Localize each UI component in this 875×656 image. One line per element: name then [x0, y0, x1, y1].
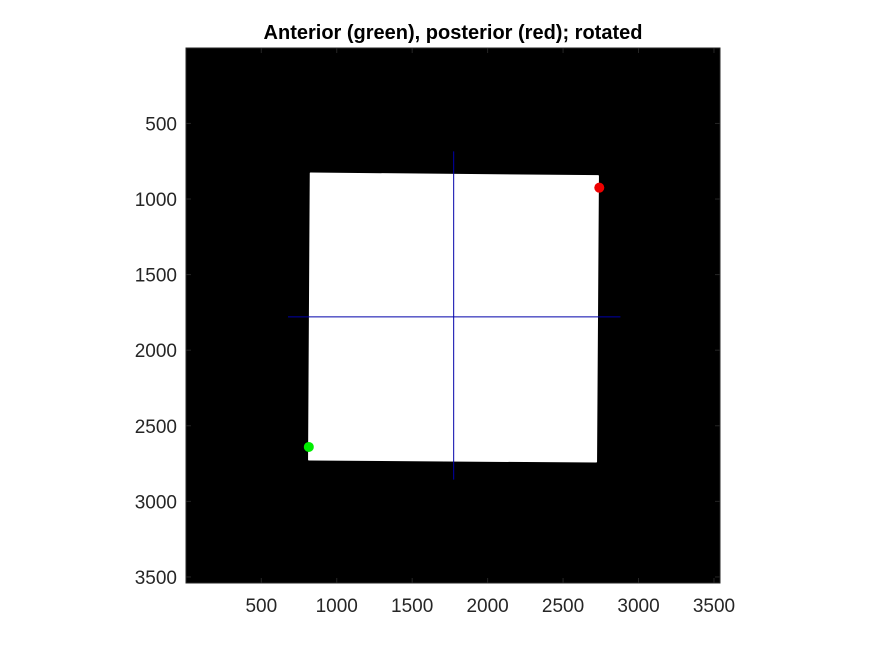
- x-tick-label: 500: [245, 596, 277, 617]
- y-tick-label: 500: [145, 114, 177, 135]
- x-tick-label: 1000: [316, 596, 358, 617]
- posterior-point: [594, 182, 605, 193]
- x-tick-label: 2500: [542, 596, 584, 617]
- y-tick-label: 1000: [135, 190, 177, 211]
- y-tick-label: 2500: [135, 417, 177, 438]
- anterior-point: [303, 441, 314, 452]
- x-tick-label: 1500: [391, 596, 433, 617]
- x-tick-label: 3500: [693, 596, 735, 617]
- y-axis: 500 1000 1500 2000 2500 3000 3500: [135, 114, 720, 589]
- x-axis: 500 1000 1500 2000 2500 3000 3500: [245, 48, 735, 617]
- plot-area: [185, 47, 721, 584]
- y-tick-label: 3000: [135, 492, 177, 513]
- y-tick-label: 2000: [135, 341, 177, 362]
- y-tick-label: 3500: [135, 568, 177, 589]
- y-tick-label: 1500: [135, 266, 177, 287]
- x-tick-label: 3000: [617, 596, 659, 617]
- chart-title: Anterior (green), posterior (red); rotat…: [264, 22, 643, 44]
- axes-box: [185, 47, 721, 584]
- x-tick-label: 2000: [466, 596, 508, 617]
